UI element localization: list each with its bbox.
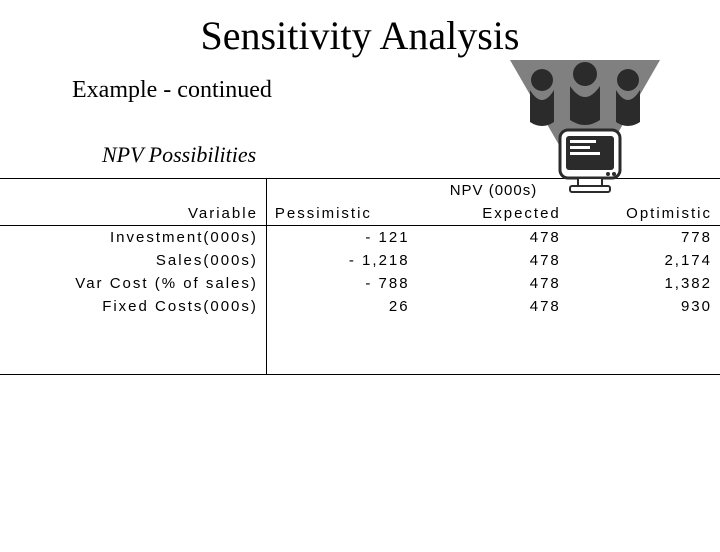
cell: 478 [418, 249, 569, 272]
page-title: Sensitivity Analysis [0, 12, 720, 59]
cell: 1,382 [569, 272, 720, 295]
col-header-variable: Variable [0, 202, 266, 226]
table-row: Fixed Costs(000s) 26 478 930 [0, 295, 720, 318]
cell: 478 [418, 226, 569, 250]
table-row: Investment(000s) - 121 478 778 [0, 226, 720, 250]
col-header-pessimistic: Pessimistic [266, 202, 417, 226]
cell: - 788 [266, 272, 417, 295]
cell: 478 [418, 295, 569, 318]
cell: - 121 [266, 226, 417, 250]
row-label: Var Cost (% of sales) [0, 272, 266, 295]
cell: - 1,218 [266, 249, 417, 272]
super-header-blank [0, 179, 266, 203]
cell: 26 [266, 295, 417, 318]
cell: 2,174 [569, 249, 720, 272]
table-row: Var Cost (% of sales) - 788 478 1,382 [0, 272, 720, 295]
row-label: Fixed Costs(000s) [0, 295, 266, 318]
cell: 778 [569, 226, 720, 250]
people-computer-clipart [500, 60, 670, 210]
cell: 930 [569, 295, 720, 318]
cell: 478 [418, 272, 569, 295]
table-spacer [0, 318, 720, 374]
row-label: Sales(000s) [0, 249, 266, 272]
row-label: Investment(000s) [0, 226, 266, 250]
table-row: Sales(000s) - 1,218 478 2,174 [0, 249, 720, 272]
